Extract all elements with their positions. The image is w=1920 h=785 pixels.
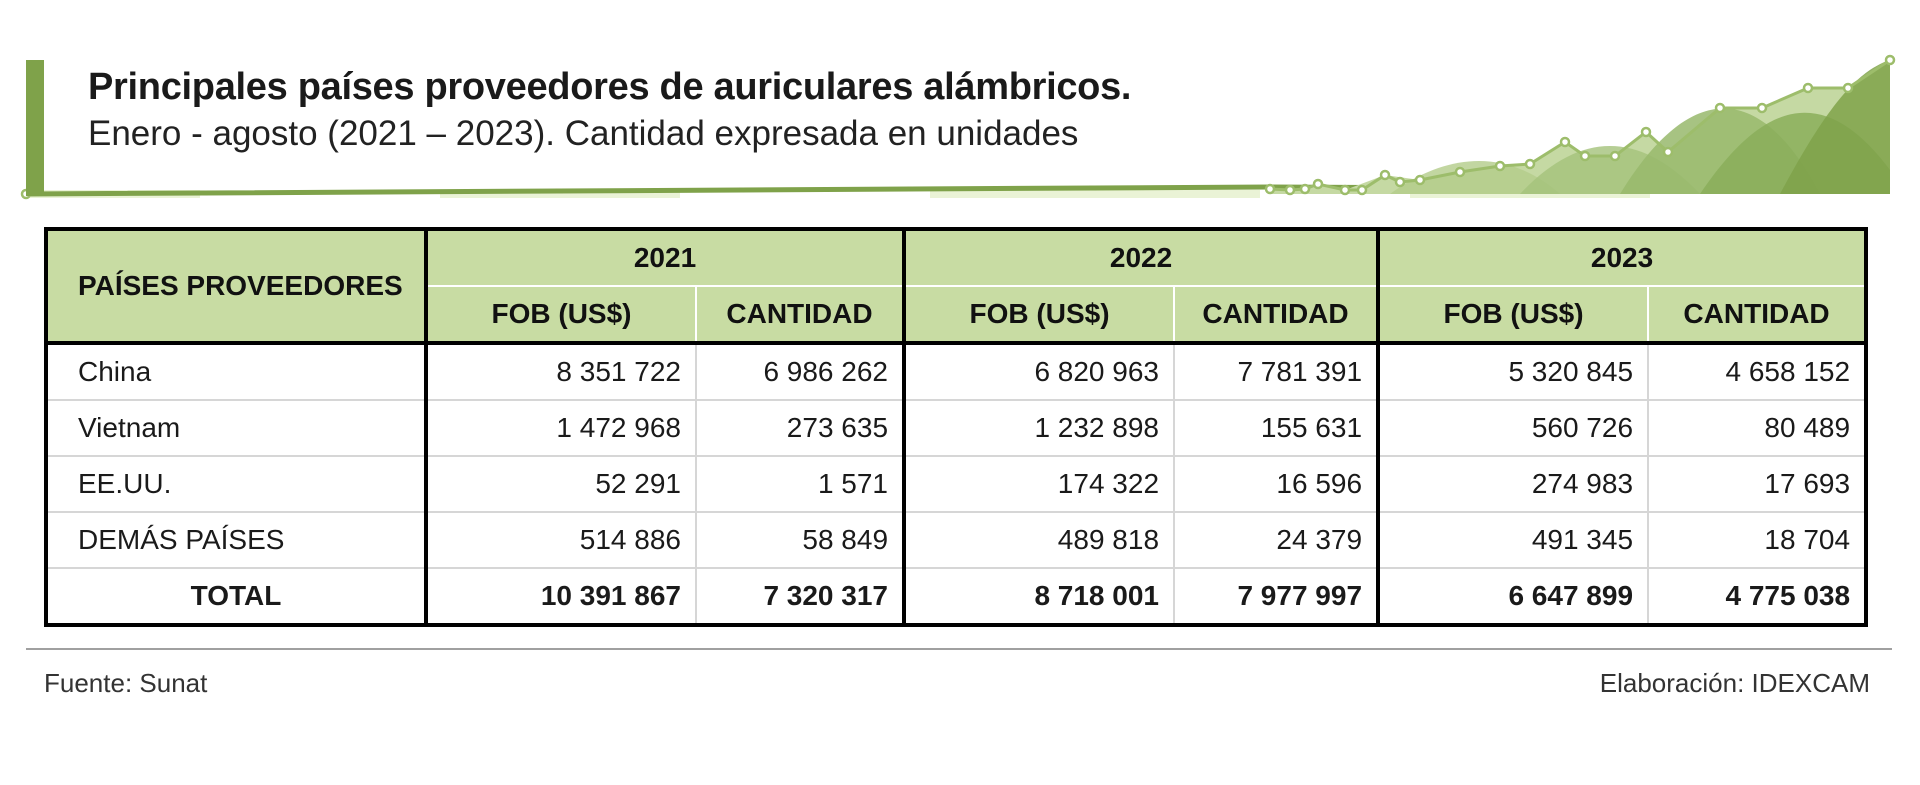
credit-note: Elaboración: IDEXCAM (1599, 668, 1870, 698)
year-header-2023: 2023 (1376, 227, 1869, 287)
table-row: China 8 351 722 6 986 262 6 820 963 7 78… (44, 343, 1869, 401)
fob-cell: 491 345 (1378, 512, 1650, 569)
fob-header: FOB (US$) (424, 285, 697, 345)
total-quantity-cell: 7 977 997 (1174, 568, 1381, 627)
fob-header: FOB (US$) (1376, 285, 1650, 345)
quantity-cell: 6 986 262 (696, 343, 907, 401)
fob-cell: 52 291 (426, 456, 697, 513)
total-fob-cell: 10 391 867 (426, 568, 697, 627)
quantity-header: CANTIDAD (696, 285, 907, 345)
fob-cell: 514 886 (426, 512, 697, 569)
year-header-2021: 2021 (423, 227, 907, 287)
quantity-header: CANTIDAD (1648, 285, 1869, 345)
country-cell: China (44, 343, 428, 401)
source-note: Fuente: Sunat (44, 668, 208, 698)
fob-cell: 1 232 898 (904, 400, 1176, 457)
header-banner: Principales países proveedores de auricu… (0, 0, 1920, 205)
fob-cell: 560 726 (1378, 400, 1650, 457)
quantity-cell: 80 489 (1648, 400, 1869, 457)
quantity-cell: 16 596 (1174, 456, 1381, 513)
suppliers-table: PAÍSES PROVEEDORES 2021 2022 2023 FOB (U… (44, 227, 1869, 627)
accent-bar (26, 60, 44, 196)
fob-cell: 489 818 (904, 512, 1176, 569)
fob-cell: 274 983 (1378, 456, 1650, 513)
country-cell: EE.UU. (44, 456, 428, 513)
total-fob-cell: 6 647 899 (1378, 568, 1650, 627)
quantity-cell: 7 781 391 (1174, 343, 1381, 401)
quantity-cell: 18 704 (1648, 512, 1869, 569)
fob-cell: 1 472 968 (426, 400, 697, 457)
quantity-cell: 273 635 (696, 400, 907, 457)
quantity-cell: 4 658 152 (1648, 343, 1869, 401)
country-cell: Vietnam (44, 400, 428, 457)
total-quantity-cell: 4 775 038 (1648, 568, 1869, 627)
decorative-growth-graphic (20, 54, 1896, 200)
quantity-cell: 58 849 (696, 512, 907, 569)
fob-header: FOB (US$) (902, 285, 1176, 345)
country-cell: DEMÁS PAÍSES (44, 512, 428, 569)
table-row: DEMÁS PAÍSES 514 886 58 849 489 818 24 3… (44, 512, 1869, 569)
quantity-cell: 1 571 (696, 456, 907, 513)
year-header-2022: 2022 (902, 227, 1381, 287)
quantity-header: CANTIDAD (1174, 285, 1381, 345)
table-row: EE.UU. 52 291 1 571 174 322 16 596 274 9… (44, 456, 1869, 513)
fob-cell: 174 322 (904, 456, 1176, 513)
country-column-header: PAÍSES PROVEEDORES (44, 227, 428, 345)
footer-divider (26, 648, 1892, 650)
total-fob-cell: 8 718 001 (904, 568, 1176, 627)
page-subtitle: Enero - agosto (2021 – 2023). Cantidad e… (88, 114, 1079, 153)
page-title: Principales países proveedores de auricu… (88, 66, 1132, 108)
quantity-cell: 155 631 (1174, 400, 1381, 457)
total-row: TOTAL 10 391 867 7 320 317 8 718 001 7 9… (44, 568, 1869, 627)
total-label: TOTAL (44, 568, 428, 627)
quantity-cell: 24 379 (1174, 512, 1381, 569)
fob-cell: 8 351 722 (426, 343, 697, 401)
fob-cell: 6 820 963 (904, 343, 1176, 401)
table-row: Vietnam 1 472 968 273 635 1 232 898 155 … (44, 400, 1869, 457)
fob-cell: 5 320 845 (1378, 343, 1650, 401)
total-quantity-cell: 7 320 317 (696, 568, 907, 627)
quantity-cell: 17 693 (1648, 456, 1869, 513)
